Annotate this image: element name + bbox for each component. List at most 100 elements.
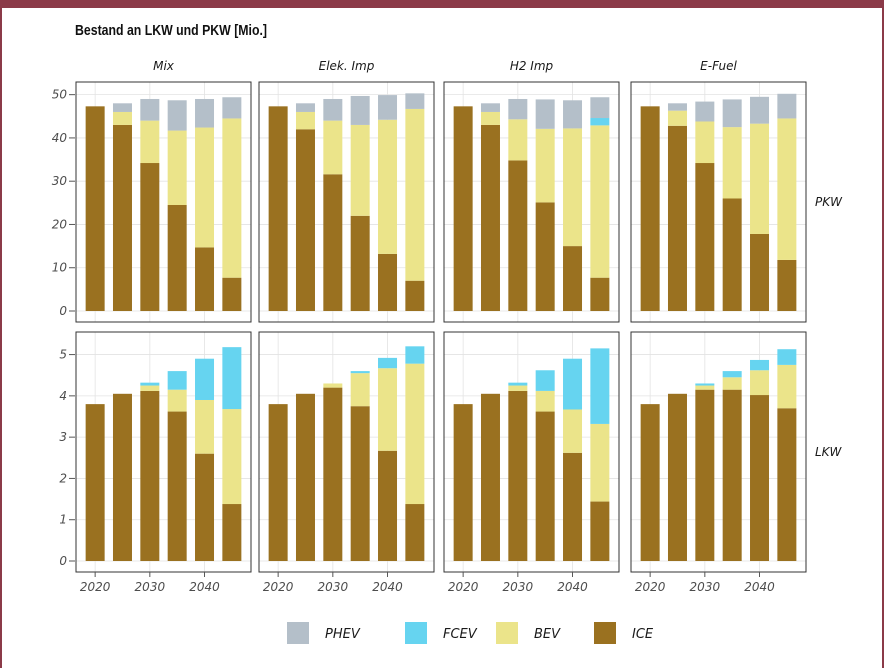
y-tick-label-lkw-5: 5 xyxy=(59,348,67,362)
facet-label-elek-imp: Elek. Imp xyxy=(319,59,375,73)
bar-segment-ice-pkw-elek-imp-2040 xyxy=(378,253,398,311)
y-tick-label-pkw-40: 40 xyxy=(52,131,68,145)
y-tick-label-lkw-4: 4 xyxy=(59,389,67,403)
bar-segment-phev-pkw-e-fuel-2035 xyxy=(722,99,742,128)
x-tick-label-elek-imp-2040: 2040 xyxy=(372,580,403,594)
bar-segment-ice-pkw-h2-imp-2020 xyxy=(453,106,473,311)
bar-segment-ice-pkw-e-fuel-2045 xyxy=(777,259,797,311)
bar-segment-fcev-lkw-elek-imp-2035 xyxy=(350,371,370,374)
bar-segment-ice-pkw-elek-imp-2020 xyxy=(268,106,288,311)
bar-segment-phev-pkw-elek-imp-2035 xyxy=(350,95,370,125)
bar-segment-bev-lkw-h2-imp-2035 xyxy=(535,390,555,412)
bar-segment-bev-pkw-e-fuel-2035 xyxy=(722,127,742,199)
bar-segment-bev-lkw-e-fuel-2045 xyxy=(777,364,797,409)
y-tick-label-lkw-3: 3 xyxy=(59,430,67,444)
bar-segment-phev-pkw-e-fuel-2025 xyxy=(667,103,687,111)
bar-segment-bev-lkw-h2-imp-2045 xyxy=(590,423,610,502)
bar-segment-phev-pkw-e-fuel-2040 xyxy=(750,96,770,124)
bar-segment-fcev-lkw-h2-imp-2030 xyxy=(508,382,528,386)
x-tick-label-e-fuel-2030: 2030 xyxy=(690,580,721,594)
bar-segment-ice-lkw-e-fuel-2025 xyxy=(667,393,687,561)
bar-segment-ice-pkw-mix-2040 xyxy=(195,247,215,311)
bar-segment-ice-lkw-h2-imp-2035 xyxy=(535,411,555,561)
bar-segment-bev-pkw-h2-imp-2040 xyxy=(563,128,583,247)
bar-segment-ice-lkw-h2-imp-2045 xyxy=(590,501,610,561)
bar-segment-bev-pkw-h2-imp-2045 xyxy=(590,125,610,278)
bar-segment-bev-pkw-e-fuel-2030 xyxy=(695,121,715,164)
bar-segment-bev-pkw-elek-imp-2040 xyxy=(378,119,398,254)
bar-segment-bev-lkw-elek-imp-2045 xyxy=(405,363,425,505)
bar-segment-phev-pkw-elek-imp-2025 xyxy=(295,103,315,112)
bar-segment-ice-pkw-e-fuel-2035 xyxy=(722,198,742,311)
panel-border xyxy=(258,331,435,573)
bar-segment-ice-lkw-mix-2040 xyxy=(195,453,215,561)
x-tick-label-mix-2040: 2040 xyxy=(189,580,220,594)
bar-segment-ice-lkw-mix-2020 xyxy=(85,404,105,561)
y-tick-label-pkw-0: 0 xyxy=(59,304,67,318)
x-tick-label-h2-imp-2020: 2020 xyxy=(448,580,479,594)
bar-segment-ice-pkw-e-fuel-2040 xyxy=(750,233,770,311)
right-frame-rule xyxy=(882,8,884,668)
bar-segment-bev-lkw-elek-imp-2040 xyxy=(378,368,398,451)
bar-segment-fcev-lkw-mix-2045 xyxy=(222,347,242,410)
panel-border xyxy=(75,81,252,323)
bar-segment-ice-lkw-mix-2030 xyxy=(140,390,160,561)
chart-title: Bestand an LKW und PKW [Mio.] xyxy=(75,22,267,39)
bar-segment-bev-lkw-e-fuel-2030 xyxy=(695,385,715,390)
legend-key-phev xyxy=(287,622,309,644)
bar-segment-bev-pkw-h2-imp-2030 xyxy=(508,119,528,161)
top-accent-bar xyxy=(0,0,884,8)
bar-segment-bev-lkw-mix-2040 xyxy=(195,399,215,454)
bar-segment-ice-lkw-elek-imp-2045 xyxy=(405,504,425,561)
bar-segment-ice-lkw-elek-imp-2020 xyxy=(268,404,288,561)
bar-segment-ice-lkw-elek-imp-2030 xyxy=(323,387,343,561)
bar-segment-bev-lkw-e-fuel-2040 xyxy=(750,370,770,396)
panel-background xyxy=(76,82,251,322)
panel-background xyxy=(631,332,806,572)
bar-segment-ice-lkw-mix-2025 xyxy=(112,393,132,561)
bar-segment-bev-lkw-mix-2035 xyxy=(167,389,187,412)
bar-segment-bev-lkw-elek-imp-2035 xyxy=(350,373,370,407)
y-tick-label-lkw-1: 1 xyxy=(59,513,67,527)
bar-segment-bev-pkw-mix-2025 xyxy=(112,111,132,125)
bar-segment-ice-lkw-e-fuel-2035 xyxy=(722,389,742,561)
bar-segment-bev-lkw-h2-imp-2040 xyxy=(563,409,583,453)
bar-segment-fcev-lkw-h2-imp-2040 xyxy=(563,358,583,410)
y-tick-label-pkw-10: 10 xyxy=(52,261,68,275)
y-tick-label-pkw-20: 20 xyxy=(52,217,68,231)
bar-segment-ice-lkw-e-fuel-2045 xyxy=(777,408,797,561)
bar-segment-ice-pkw-mix-2030 xyxy=(140,163,160,311)
x-tick-label-h2-imp-2030: 2030 xyxy=(503,580,534,594)
bar-segment-bev-pkw-mix-2030 xyxy=(140,120,160,164)
legend-label-ice: ICE xyxy=(632,627,654,642)
bar-segment-fcev-lkw-elek-imp-2045 xyxy=(405,346,425,364)
panel-border xyxy=(443,331,620,573)
panel-border xyxy=(630,81,807,323)
bar-segment-fcev-lkw-mix-2040 xyxy=(195,358,215,400)
bar-segment-ice-lkw-h2-imp-2020 xyxy=(453,404,473,561)
bar-segment-fcev-lkw-e-fuel-2035 xyxy=(722,371,742,378)
bar-segment-phev-pkw-elek-imp-2030 xyxy=(323,98,343,121)
bar-segment-ice-pkw-h2-imp-2040 xyxy=(563,246,583,311)
bar-segment-ice-pkw-elek-imp-2045 xyxy=(405,280,425,311)
bar-segment-ice-pkw-e-fuel-2020 xyxy=(640,106,660,311)
legend-key-ice xyxy=(594,622,616,644)
bar-segment-fcev-lkw-e-fuel-2040 xyxy=(750,359,770,371)
bar-segment-bev-pkw-elek-imp-2035 xyxy=(350,124,370,216)
bar-segment-bev-lkw-elek-imp-2030 xyxy=(323,383,343,388)
bar-segment-phev-pkw-e-fuel-2045 xyxy=(777,93,797,119)
bar-segment-phev-pkw-h2-imp-2045 xyxy=(590,97,610,119)
bar-segment-ice-lkw-e-fuel-2030 xyxy=(695,389,715,561)
bar-segment-ice-pkw-h2-imp-2035 xyxy=(535,202,555,311)
panel-background xyxy=(259,332,434,572)
bar-segment-phev-pkw-mix-2025 xyxy=(112,103,132,112)
row-label-lkw: LKW xyxy=(815,445,843,459)
bar-segment-phev-pkw-e-fuel-2030 xyxy=(695,101,715,122)
left-frame-rule xyxy=(0,8,2,668)
x-tick-label-elek-imp-2020: 2020 xyxy=(263,580,294,594)
panel-border xyxy=(630,331,807,573)
bar-segment-phev-pkw-mix-2045 xyxy=(222,97,242,119)
bar-segment-ice-pkw-elek-imp-2035 xyxy=(350,215,370,311)
legend-key-fcev xyxy=(405,622,427,644)
